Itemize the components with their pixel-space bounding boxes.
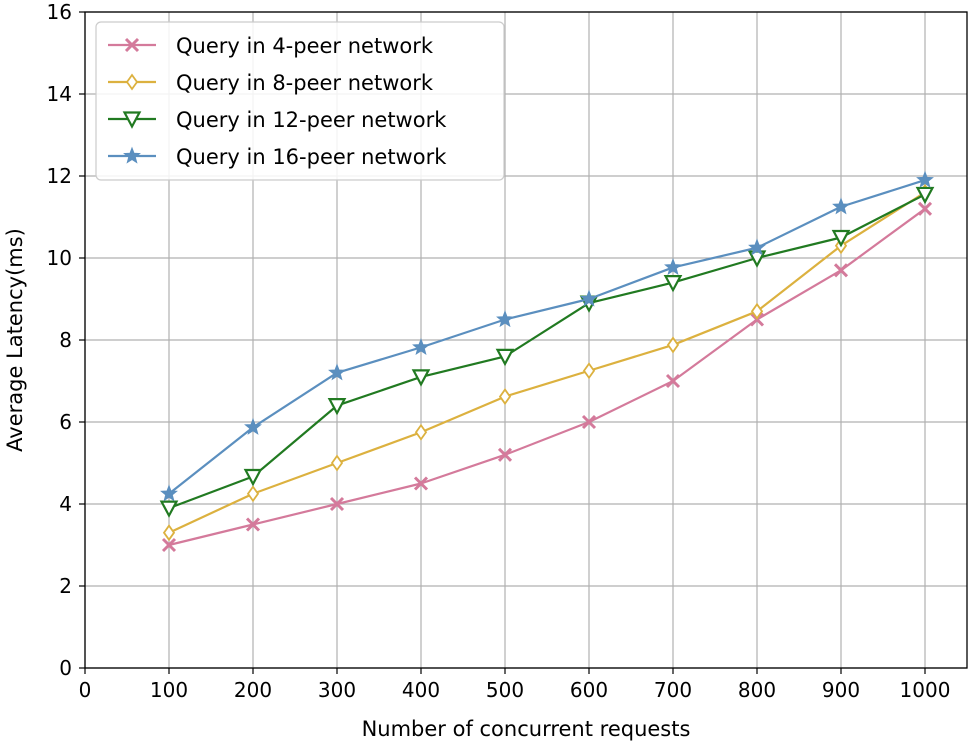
x-tick-label-900: 900 [822, 678, 860, 702]
series-4-point-200 [244, 417, 262, 435]
series-1-point-700 [665, 373, 681, 389]
legend-label-1: Query in 4-peer network [176, 34, 434, 58]
series-4-point-700 [664, 258, 682, 276]
series-4-point-300 [328, 363, 346, 381]
series-1-point-500 [497, 447, 513, 462]
series-2-point-800 [750, 302, 764, 320]
y-tick-label-8: 8 [59, 328, 72, 352]
x-axis-label: Number of concurrent requests [362, 717, 691, 741]
legend-label-3: Query in 12-peer network [176, 108, 447, 132]
y-axis-label: Average Latency(ms) [3, 228, 27, 452]
series-4-point-400 [412, 337, 430, 355]
series-3-point-300 [327, 398, 347, 416]
x-tick-label-0: 0 [79, 678, 92, 702]
legend-item-3: Query in 12-peer network [108, 108, 447, 132]
series-2-point-100 [162, 524, 176, 542]
series-3-point-100 [159, 500, 179, 518]
legend-marker-4 [123, 146, 141, 164]
x-tick-label-300: 300 [318, 678, 356, 702]
series-1-point-200 [245, 517, 261, 532]
x-tick-label-500: 500 [486, 678, 524, 702]
legend-item-1: Query in 4-peer network [108, 34, 434, 58]
data-series [159, 170, 935, 553]
series-4 [160, 170, 934, 502]
y-tick-label-12: 12 [47, 164, 72, 188]
series-1-point-300 [329, 496, 345, 512]
axis-ticks: 0 100 200 300 400 500 600 700 800 900 1000 0 2 4 6 8 10 1… [47, 0, 951, 702]
series-3-point-200 [243, 468, 263, 487]
series-1-line [168, 207, 926, 547]
y-tick-label-14: 14 [47, 82, 72, 106]
series-2-point-700 [666, 336, 680, 354]
y-tick-label-6: 6 [59, 410, 72, 434]
series-4-point-100 [160, 484, 178, 502]
series-1-point-1000 [917, 201, 933, 216]
legend-item-4: Query in 16-peer network [108, 145, 447, 169]
series-3-point-1000 [915, 186, 935, 205]
x-tick-label-600: 600 [570, 678, 608, 702]
legend-marker-3 [122, 111, 142, 129]
x-tick-label-800: 800 [738, 678, 776, 702]
y-tick-label-16: 16 [47, 0, 72, 24]
series-2-point-600 [582, 362, 596, 380]
series-1-point-400 [413, 476, 429, 491]
series-1 [161, 201, 933, 553]
x-tick-label-700: 700 [654, 678, 692, 702]
x-tick-label-400: 400 [402, 678, 440, 702]
y-tick-label-0: 0 [59, 656, 72, 680]
series-2-line [168, 191, 926, 534]
series-1-point-600 [581, 414, 597, 430]
y-tick-label-4: 4 [59, 492, 72, 516]
legend-label-4: Query in 16-peer network [176, 145, 447, 169]
series-4-point-800 [748, 238, 766, 256]
series-3-point-500 [495, 348, 515, 367]
x-tick-label-200: 200 [234, 678, 272, 702]
series-2-point-300 [330, 454, 344, 472]
series-4-point-900 [832, 197, 850, 215]
series-2-point-200 [246, 485, 260, 503]
series-2-point-400 [414, 423, 428, 441]
series-4-line [168, 179, 926, 495]
series-3-point-900 [831, 229, 851, 248]
series-3-point-700 [663, 275, 683, 293]
series-2-point-500 [498, 388, 512, 406]
series-4-point-1000 [916, 170, 934, 188]
y-tick-label-2: 2 [59, 574, 72, 598]
series-1-point-100 [161, 537, 177, 553]
series-3-line [168, 193, 926, 510]
legend-label-2: Query in 8-peer network [176, 71, 434, 95]
legend-item-2: Query in 8-peer network [108, 71, 434, 95]
legend: Query in 4-peer network Query in 8-peer n… [95, 21, 505, 181]
series-1-point-900 [833, 263, 849, 278]
y-tick-label-10: 10 [47, 246, 72, 270]
x-tick-label-1000: 1000 [900, 678, 951, 702]
x-tick-label-100: 100 [150, 678, 188, 702]
series-3-point-400 [411, 369, 431, 387]
legend-marker-2 [125, 73, 139, 91]
series-4-point-600 [580, 289, 598, 307]
series-4-point-500 [496, 310, 514, 328]
legend-marker-1 [124, 37, 140, 53]
legend-box [95, 21, 505, 181]
